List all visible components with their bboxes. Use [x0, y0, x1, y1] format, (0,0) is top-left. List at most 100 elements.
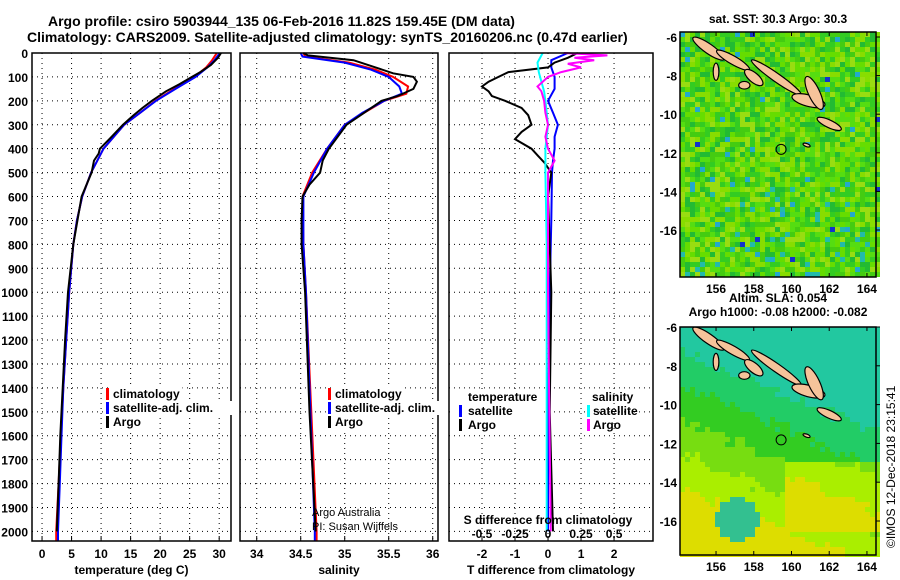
legend-bg [334, 415, 360, 429]
legend-heading-temperature: temperature [468, 390, 538, 404]
sla-map-title-1: Altim. SLA: 0.054 [729, 291, 827, 305]
profile-panel-3: -2 -1 0 1 2 T difference from climatology temp… [448, 52, 654, 577]
legend-label: satellite-adj. clim. [113, 401, 213, 415]
x-axis-label: temperature (deg C) [74, 563, 188, 577]
legend-label-t: satellite [468, 404, 513, 418]
copyright-text: ©IMOS 12-Dec-2018 23:15:41 [884, 385, 898, 548]
x-tick-label: 10 [94, 547, 108, 561]
lon-tick-label: 164 [857, 560, 877, 574]
argo-position-marker [775, 143, 787, 155]
y-tick-label: 200 [8, 95, 28, 109]
y-tick-label: 1600 [1, 430, 28, 444]
y-tick-label: 100 [8, 71, 28, 85]
series-line-climatology [55, 52, 218, 541]
island-shape [816, 407, 842, 422]
legend-swatch [328, 388, 331, 400]
sst-map-title: sat. SST: 30.3 Argo: 30.3 [709, 12, 848, 26]
x-tick-label-s: 0.25 [569, 527, 593, 541]
legend-swatch [587, 419, 590, 431]
legend-swatch [587, 405, 590, 417]
legend-heading-salinity: salinity [592, 390, 634, 404]
x-tick-label: 20 [153, 547, 167, 561]
legend-bg [112, 387, 183, 401]
lat-tick-label: -10 [660, 399, 678, 413]
x-axis-label: salinity [318, 563, 360, 577]
legend-swatch [106, 416, 109, 428]
x-tick-label: 35.5 [377, 547, 401, 561]
y-tick-label: 500 [8, 167, 28, 181]
y-tick-label: 700 [8, 214, 28, 228]
lon-tick-label: 156 [706, 560, 726, 574]
lon-tick-label: 156 [706, 282, 726, 296]
legend-bg [334, 401, 462, 415]
lat-tick-label: -12 [660, 437, 678, 451]
x-tick-label-t: 1 [578, 547, 585, 561]
y-tick-label: 2000 [1, 525, 28, 539]
legend-label: climatology [335, 387, 402, 401]
x-tick-label: 34 [250, 547, 264, 561]
lat-tick-label: -16 [660, 224, 678, 238]
map-frame [679, 326, 877, 556]
legend-label: climatology [113, 387, 180, 401]
sla-map: 156 158 160 162 164 -6 -8 -10 -12 -14 -16 [660, 321, 880, 574]
island-shape [738, 80, 751, 90]
y-tick-label: 400 [8, 143, 28, 157]
y-tick-label: 1700 [1, 454, 28, 468]
lat-tick-label: -12 [660, 147, 678, 161]
x-tick-label-t: -1 [510, 547, 521, 561]
lon-tick-label: 160 [781, 282, 801, 296]
lat-tick-label: -14 [660, 476, 678, 490]
x-tick-label: 35 [338, 547, 352, 561]
y-tick-label: 1300 [1, 358, 28, 372]
lat-tick-label: -10 [660, 108, 678, 122]
series-line-salinity-argo [536, 52, 608, 532]
x-tick-label-t: -2 [477, 547, 488, 561]
series-line-satellite-adj-clim- [299, 52, 404, 541]
y-tick-label: 900 [8, 262, 28, 276]
island-shape [804, 366, 824, 401]
legend-swatch [459, 405, 462, 417]
lon-tick-label: 162 [819, 560, 839, 574]
lat-tick-label: -6 [666, 321, 677, 335]
map-frame [679, 31, 877, 278]
island-shape [804, 75, 824, 111]
credit-line-2: PI: Susan Wijffels [312, 521, 398, 533]
y-tick-label: 1500 [1, 406, 28, 420]
maps: 156 158 160 162 164 -6 -8 -10 -12 -14 -16 156 158 160… [660, 31, 880, 574]
plot-frame [239, 52, 439, 542]
plot-frame [448, 52, 654, 542]
island-shape [802, 142, 811, 148]
lat-tick-label: -6 [666, 31, 677, 45]
lat-tick-label: -14 [660, 185, 678, 199]
plot-frame [31, 52, 232, 542]
legend-label-t: Argo [468, 418, 496, 432]
x-tick-label-t: 0 [545, 547, 552, 561]
lon-tick-label: 158 [744, 282, 764, 296]
profile-panel-1: 0 5 10 15 20 25 30 temperature (deg C) 0 100 200 30… [1, 47, 240, 577]
credit-line-1: Argo Australia [312, 507, 381, 519]
island-shape [816, 116, 842, 132]
legend-bg [454, 390, 544, 434]
legend-bg [112, 401, 240, 415]
y-tick-label: 1000 [1, 286, 28, 300]
x-axis-label: T difference from climatology [467, 563, 635, 577]
y-tick-label: 300 [8, 119, 28, 133]
island-shape [738, 371, 751, 380]
profile-panel-2: 34 34.5 35 35.5 36 salinity climatologysatelli… [239, 52, 462, 577]
legend-label: Argo [335, 415, 363, 429]
lon-tick-label: 158 [744, 560, 764, 574]
lat-tick-label: -8 [666, 360, 677, 374]
series-line-argo [300, 52, 419, 532]
lon-tick-label: 164 [857, 282, 877, 296]
y-tick-label: 1800 [1, 478, 28, 492]
y-tick-label: 1900 [1, 502, 28, 516]
x-tick-label: 34.5 [289, 547, 313, 561]
x-tick-label-s: 0.5 [606, 527, 623, 541]
lon-tick-label: 162 [819, 282, 839, 296]
y-tick-label: 1400 [1, 382, 28, 396]
legend-label: satellite-adj. clim. [335, 401, 435, 415]
title-line-2: Climatology: CARS2009. Satellite-adjuste… [27, 29, 628, 45]
title-line-1: Argo profile: csiro 5903944_135 06-Feb-2… [48, 13, 515, 29]
